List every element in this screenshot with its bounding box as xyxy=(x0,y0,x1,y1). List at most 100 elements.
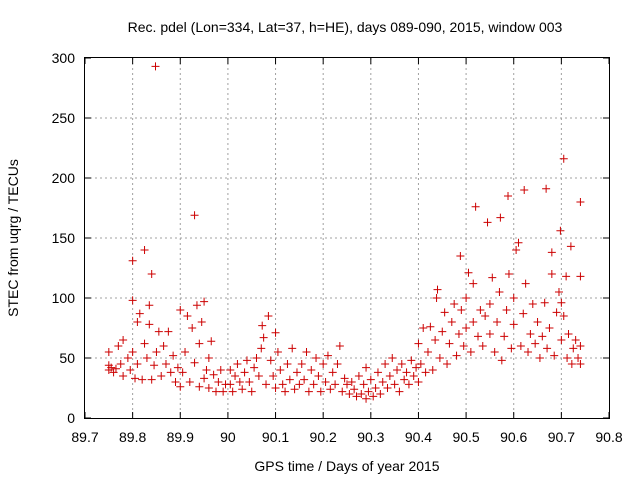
data-point xyxy=(445,339,454,348)
data-point xyxy=(116,360,125,368)
data-point xyxy=(326,385,335,394)
data-point xyxy=(400,375,409,384)
y-tick-label: 250 xyxy=(52,110,76,126)
data-point xyxy=(316,387,325,396)
data-point xyxy=(554,288,563,296)
data-point xyxy=(283,360,292,368)
data-point xyxy=(450,300,459,308)
data-point xyxy=(476,306,485,314)
data-point xyxy=(266,356,275,365)
data-point xyxy=(564,330,573,338)
data-point xyxy=(412,363,421,372)
x-tick-label: 90.3 xyxy=(357,429,384,445)
data-point xyxy=(154,327,163,336)
y-tick-label: 200 xyxy=(52,170,76,186)
data-point xyxy=(381,360,390,368)
data-point xyxy=(576,360,585,368)
y-tick-label: 150 xyxy=(52,230,76,246)
data-point xyxy=(166,368,175,377)
data-point xyxy=(142,354,151,362)
data-point xyxy=(359,380,368,389)
data-point xyxy=(269,372,278,380)
data-point xyxy=(559,312,568,320)
data-point xyxy=(426,322,435,331)
data-point xyxy=(145,320,154,329)
x-tick-label: 90.5 xyxy=(452,429,479,445)
data-point xyxy=(514,238,523,247)
data-point xyxy=(576,198,585,206)
data-point xyxy=(557,336,566,344)
data-point xyxy=(376,390,385,398)
data-point xyxy=(432,294,441,302)
data-point xyxy=(278,380,287,389)
data-point xyxy=(178,368,187,377)
data-point xyxy=(459,342,468,350)
data-point xyxy=(333,360,342,368)
data-point xyxy=(252,354,261,362)
data-point xyxy=(161,360,170,368)
data-point xyxy=(474,332,482,341)
data-point xyxy=(347,378,356,386)
data-point xyxy=(133,318,142,326)
data-point xyxy=(338,387,347,396)
data-point xyxy=(497,356,506,365)
data-point xyxy=(571,336,580,344)
data-point xyxy=(138,375,147,384)
data-point xyxy=(362,394,371,403)
data-point xyxy=(402,368,411,377)
data-point xyxy=(250,363,259,372)
data-point xyxy=(373,368,382,377)
data-point xyxy=(454,330,463,338)
data-point xyxy=(490,348,499,356)
data-point xyxy=(456,252,465,260)
data-point xyxy=(469,318,478,326)
data-point xyxy=(552,308,561,317)
data-point xyxy=(500,332,509,341)
data-point xyxy=(314,372,323,380)
data-point xyxy=(485,300,494,308)
data-point xyxy=(273,348,282,356)
data-point xyxy=(483,218,492,227)
data-point xyxy=(281,387,290,396)
data-point xyxy=(414,339,423,348)
data-point xyxy=(395,387,404,396)
data-point xyxy=(352,392,361,401)
data-point xyxy=(151,62,160,71)
data-point xyxy=(576,272,585,281)
data-point xyxy=(496,213,505,222)
data-point xyxy=(502,306,511,314)
data-point xyxy=(469,279,478,288)
data-point xyxy=(345,390,354,398)
data-point xyxy=(171,378,180,386)
data-point xyxy=(414,378,423,386)
data-point xyxy=(419,324,428,332)
data-point xyxy=(131,374,140,383)
data-point xyxy=(219,387,228,396)
data-point xyxy=(567,360,576,368)
plot-frame xyxy=(84,57,610,419)
data-point xyxy=(462,324,471,332)
data-point xyxy=(271,384,280,392)
data-point xyxy=(576,342,585,350)
data-point xyxy=(495,288,504,296)
data-point xyxy=(390,380,399,389)
data-point xyxy=(262,380,271,389)
data-point xyxy=(574,354,583,362)
y-tick-label: 300 xyxy=(52,50,76,66)
data-point xyxy=(409,372,418,380)
data-point xyxy=(207,337,216,346)
data-point xyxy=(433,285,442,294)
x-tick-label: 90 xyxy=(220,429,236,445)
data-point xyxy=(443,360,452,368)
data-point xyxy=(559,154,568,163)
data-point xyxy=(271,328,280,337)
data-point xyxy=(547,248,556,257)
data-point xyxy=(319,360,328,368)
data-point xyxy=(504,270,513,278)
data-point xyxy=(242,356,251,365)
data-point xyxy=(245,378,254,386)
x-tick-label: 90.1 xyxy=(262,429,289,445)
data-point xyxy=(538,332,547,341)
data-point xyxy=(542,184,551,193)
